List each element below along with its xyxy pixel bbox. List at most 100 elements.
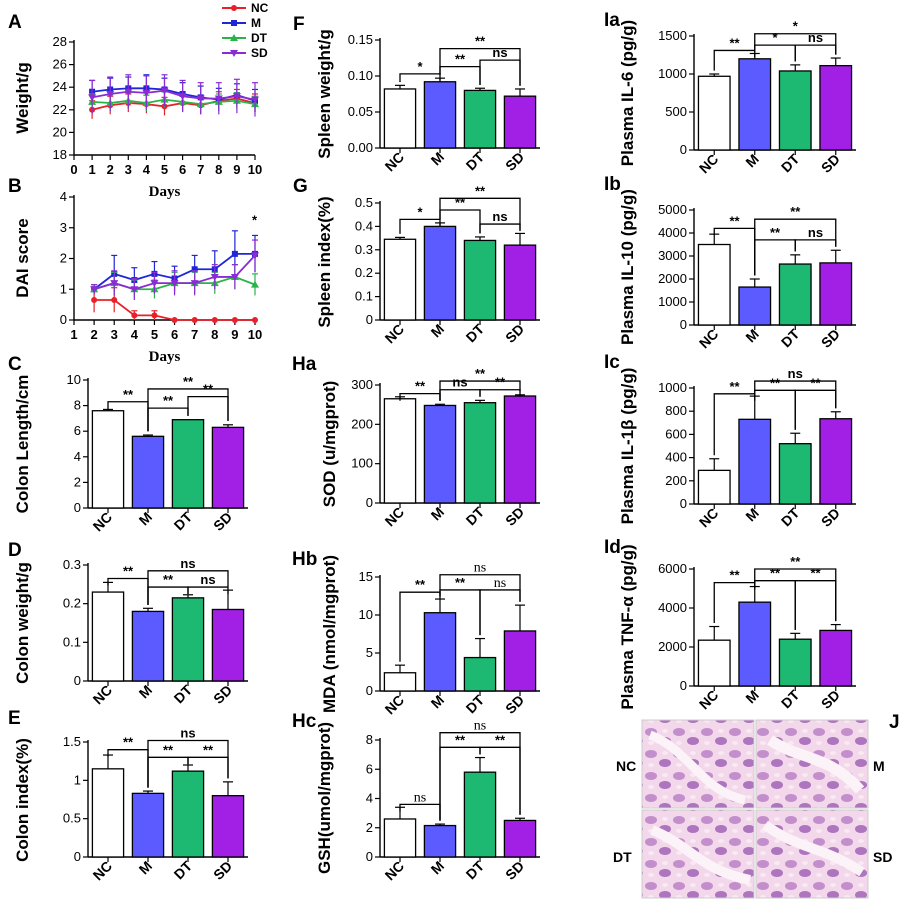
bar-m-ib (738, 286, 772, 326)
data-point-sd (232, 93, 241, 101)
significance-label-ns: ns (492, 209, 507, 224)
y-tick-label-g: 0.1 (355, 289, 373, 304)
bar-sd-e (211, 795, 245, 858)
data-point-nc (111, 297, 118, 304)
y-tick-label-f: 0.05 (348, 104, 373, 119)
y-tick-label-ic: 400 (665, 450, 687, 465)
significance-bracket-f: ** (439, 52, 481, 85)
y-tick-label-a: 26 (53, 57, 67, 72)
y-tick-label-c: 0 (74, 500, 81, 515)
data-point-sd (251, 252, 259, 260)
category-label-m-ib: M (742, 326, 762, 346)
x-tick-label-b: 7 (191, 327, 198, 342)
y-tick-label-ic: 800 (665, 403, 687, 418)
y-tick-label-ia: 1500 (658, 28, 687, 43)
category-label-sd-f: SD (502, 149, 527, 174)
panel-label-hb: Hb (292, 549, 317, 570)
y-tick-label-id: 2000 (658, 639, 687, 654)
y-tick-label-ia: 1000 (658, 66, 687, 81)
significance-bracket-ib: ns (794, 225, 837, 252)
y-axis-label-c: Colon Length/cm (13, 375, 32, 514)
category-label-m-e: M (136, 858, 156, 878)
category-label-nc-f: NC (381, 149, 407, 175)
y-tick-label-d: 0.2 (63, 596, 81, 611)
significance-bracket-ia: * (754, 19, 837, 55)
histology-image-m (755, 719, 869, 809)
bar-sd-hb (503, 630, 537, 692)
y-tick-label-g: 0.4 (355, 218, 373, 233)
category-label-dt-d: DT (171, 681, 196, 706)
y-tick-label-e: 0.5 (63, 811, 81, 826)
y-tick-label-b: 1 (60, 281, 67, 296)
y-axis-label-ib: Plasma IL-10 (pg/g) (618, 189, 637, 345)
x-tick-label-b: 10 (248, 327, 262, 342)
y-tick-label-id: 0 (680, 678, 687, 693)
data-point-sd (170, 280, 179, 288)
category-label-nc-hb: NC (381, 692, 407, 718)
x-tick-label-b: 3 (111, 327, 118, 342)
significance-label-star: ** (163, 572, 174, 587)
bar-nc-hc (383, 818, 417, 858)
significance-label-star: ** (810, 566, 821, 581)
data-point-sd (130, 286, 139, 294)
x-tick-label-b: 6 (171, 327, 178, 342)
y-tick-label-e: 0 (74, 849, 81, 864)
significance-label-star: * (417, 204, 423, 219)
legend-item-sd: SD (222, 46, 268, 60)
bar-m-f (423, 81, 457, 149)
bar-nc-c (91, 410, 125, 509)
significance-label-ns: ns (808, 225, 823, 240)
data-point-nc (91, 297, 98, 304)
x-tick-label-a: 8 (215, 162, 222, 177)
y-tick-label-ib: 5000 (658, 202, 687, 217)
y-tick-label-ib: 2000 (658, 271, 687, 286)
bar-sd-f (503, 95, 537, 149)
y-axis-label-hc: GSH(umol/mgprot) (315, 722, 334, 874)
y-tick-label-b: 2 (60, 251, 67, 266)
x-axis-label-b: Days (149, 349, 181, 365)
category-label-dt-ib: DT (778, 325, 803, 350)
y-axis-label-g: Spleen index(%) (315, 196, 334, 327)
y-tick-label-c: 6 (74, 423, 81, 438)
bar-m-hb (423, 612, 457, 692)
significance-bracket-g: ** (439, 183, 521, 230)
histology-image-nc (641, 719, 755, 809)
bar-m-ha (423, 404, 457, 504)
category-label-nc-id: NC (696, 687, 722, 713)
category-label-m-ia: M (742, 151, 762, 171)
category-label-nc-hc: NC (381, 858, 407, 884)
y-tick-label-b: 4 (60, 189, 67, 204)
panel-label-ia: Ia (604, 10, 620, 31)
y-tick-label-ic: 200 (665, 473, 687, 488)
category-label-nc-ic: NC (696, 505, 722, 531)
x-tick-label-a: 9 (233, 162, 240, 177)
bar-dt-ha (463, 402, 497, 504)
x-tick-label-a: 3 (125, 162, 132, 177)
bar-dt-ia (778, 70, 812, 151)
significance-bracket-f: ns (479, 45, 521, 86)
panel-label-hc: Hc (292, 711, 317, 732)
category-label-sd-ia: SD (818, 151, 843, 176)
y-axis-label-id: Plasma TNF-α (pg/g) (618, 544, 637, 709)
category-label-dt-hb: DT (463, 691, 488, 716)
x-tick-label-a: 6 (179, 162, 186, 177)
y-tick-label-ha: 0 (366, 495, 373, 510)
category-label-m-ic: M (742, 505, 762, 525)
significance-star-b: * (252, 213, 258, 228)
significance-bracket-g: ns (479, 209, 521, 234)
significance-label-star: ** (455, 195, 466, 210)
series-line-dt (92, 98, 256, 106)
bar-nc-ha (383, 398, 417, 504)
panel-e: E Colon index(%) 0 0.5 1 1.5 NC M DT SD ** ** ns ** (8, 708, 248, 883)
category-label-m-f: M (428, 149, 448, 169)
data-point-sd (210, 273, 219, 281)
significance-label-star: ** (790, 554, 801, 569)
bar-sd-ib (819, 262, 853, 326)
data-point-nc (252, 317, 258, 323)
category-label-sd-c: SD (210, 509, 235, 534)
y-tick-label-ib: 3000 (658, 248, 687, 263)
category-label-sd-hb: SD (502, 692, 527, 717)
